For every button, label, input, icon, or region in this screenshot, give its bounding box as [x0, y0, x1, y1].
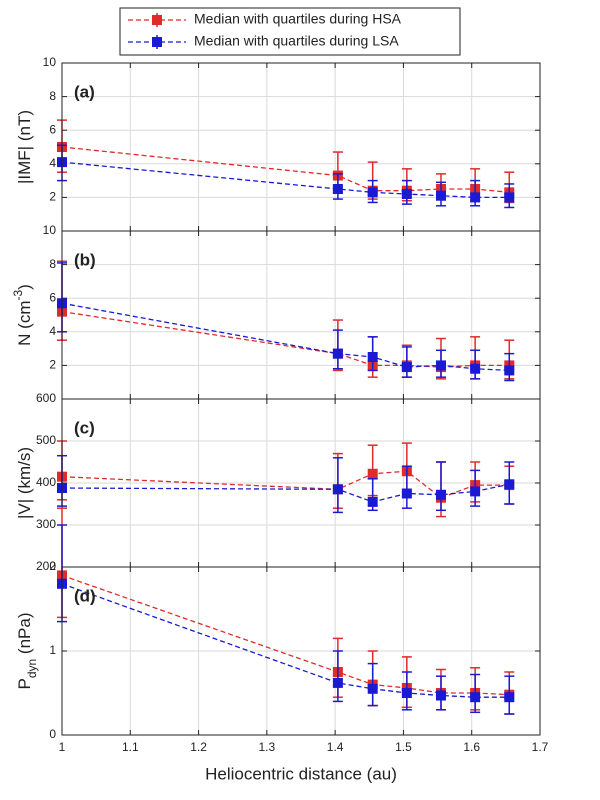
- median-marker: [504, 192, 515, 203]
- y-tick-label: 400: [36, 475, 56, 489]
- y-axis-label-part: |V| (km/s): [15, 447, 34, 519]
- median-marker: [367, 683, 378, 694]
- y-axis-label-part: -3: [11, 290, 25, 301]
- median-marker: [470, 486, 481, 497]
- median-marker: [470, 692, 481, 703]
- y-tick-label: 0: [49, 727, 56, 741]
- plot-area: [62, 63, 540, 231]
- y-tick-label: 200: [36, 559, 56, 573]
- median-marker: [470, 192, 481, 203]
- median-marker: [401, 362, 412, 373]
- y-tick-label: 10: [43, 55, 57, 69]
- median-marker: [401, 189, 412, 200]
- median-marker: [470, 363, 481, 374]
- y-tick-label: 8: [49, 89, 56, 103]
- y-tick-label: 1: [49, 643, 56, 657]
- y-axis-label: Pdyn (nPa): [15, 613, 39, 690]
- y-axis-label-part: |IMF| (nT): [15, 110, 34, 184]
- y-tick-label: 600: [36, 391, 56, 405]
- error-bar: [332, 650, 343, 703]
- error-bar: [401, 465, 412, 509]
- median-marker: [435, 489, 446, 500]
- x-tick-label: 1: [59, 740, 66, 754]
- y-tick-label: 2: [49, 559, 56, 573]
- median-marker: [504, 365, 515, 376]
- y-tick-label: 6: [49, 122, 56, 136]
- median-marker: [435, 690, 446, 701]
- median-marker: [332, 677, 343, 688]
- x-tick-label: 1.2: [190, 740, 207, 754]
- x-tick-label: 1.4: [327, 740, 344, 754]
- y-axis-label-part: dyn: [25, 659, 39, 678]
- y-tick-label: 10: [43, 223, 57, 237]
- y-tick-label: 2: [49, 190, 56, 204]
- median-marker: [367, 496, 378, 507]
- median-marker: [435, 360, 446, 371]
- plot-area: [62, 231, 540, 399]
- x-tick-label: 1.7: [532, 740, 549, 754]
- median-marker: [367, 187, 378, 198]
- legend-marker: [152, 15, 162, 25]
- y-axis-label-part: N (cm: [15, 301, 34, 346]
- panel-label: (c): [74, 418, 95, 437]
- x-tick-label: 1.3: [259, 740, 276, 754]
- y-tick-label: 2: [49, 358, 56, 372]
- y-tick-label: 4: [49, 324, 56, 338]
- x-axis-label: Heliocentric distance (au): [205, 764, 397, 783]
- median-marker: [504, 479, 515, 490]
- panel-label: (d): [74, 586, 96, 605]
- y-tick-label: 4: [49, 156, 56, 170]
- median-marker: [332, 484, 343, 495]
- median-marker: [332, 348, 343, 359]
- error-bar: [435, 461, 446, 512]
- x-tick-label: 1.1: [122, 740, 139, 754]
- legend-marker: [152, 37, 162, 47]
- plot-frame: [61, 566, 541, 736]
- y-axis-label-part: ): [15, 284, 34, 290]
- x-tick-label: 1.6: [463, 740, 480, 754]
- y-axis-label-part: (nPa): [15, 613, 34, 659]
- legend-label: Median with quartiles during LSA: [194, 33, 399, 49]
- y-tick-label: 8: [49, 257, 56, 271]
- median-marker: [332, 184, 343, 194]
- median-marker: [367, 468, 378, 479]
- y-axis-label-part: P: [15, 678, 34, 689]
- panel-label: (b): [74, 250, 96, 269]
- median-marker: [401, 688, 412, 698]
- median-marker: [367, 352, 378, 362]
- error-bar: [401, 346, 412, 378]
- y-axis-label: |V| (km/s): [15, 447, 34, 519]
- legend-label: Median with quartiles during HSA: [194, 11, 402, 27]
- y-axis-label: |IMF| (nT): [15, 110, 34, 184]
- y-tick-label: 300: [36, 517, 56, 531]
- median-marker: [435, 190, 446, 201]
- y-axis-label: N (cm-3): [11, 284, 34, 346]
- median-marker: [504, 692, 515, 703]
- median-marker: [401, 488, 412, 499]
- y-tick-label: 6: [49, 290, 56, 304]
- y-tick-label: 500: [36, 433, 56, 447]
- legend-box: [119, 7, 461, 56]
- panel-label: (a): [74, 82, 95, 101]
- x-tick-label: 1.5: [395, 740, 412, 754]
